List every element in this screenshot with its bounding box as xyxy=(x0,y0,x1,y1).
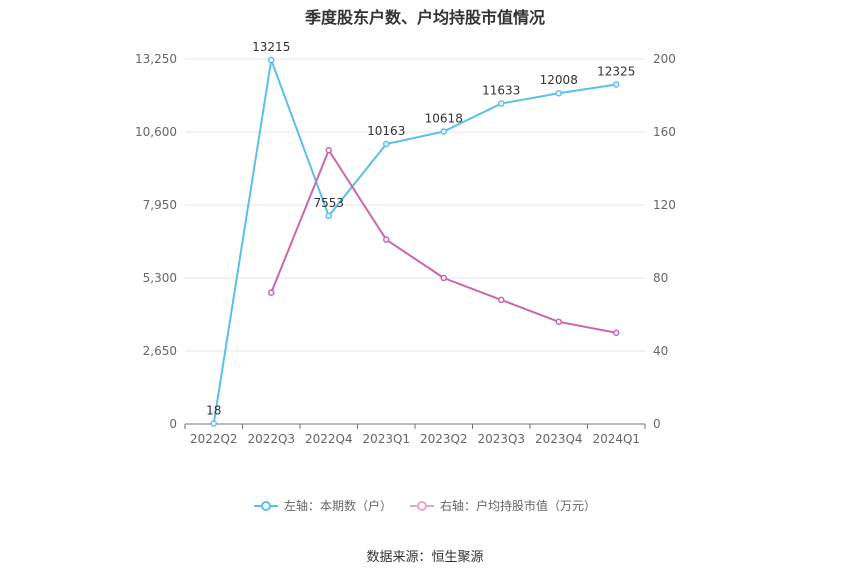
right-tick-label: 160 xyxy=(653,125,676,139)
data-point-right xyxy=(325,147,332,154)
left-tick-label: 5,300 xyxy=(143,271,177,285)
data-point-left xyxy=(210,420,217,427)
x-tick-label: 2022Q2 xyxy=(190,432,238,446)
right-tick-label: 0 xyxy=(653,417,661,431)
data-label: 10163 xyxy=(367,124,405,138)
x-tick-label: 2023Q1 xyxy=(362,432,410,446)
left-tick-label: 10,600 xyxy=(135,125,177,139)
data-label: 11633 xyxy=(482,84,520,98)
data-point-right xyxy=(613,329,620,336)
data-point-left xyxy=(268,56,275,64)
left-tick-label: 7,950 xyxy=(143,198,177,212)
data-point-right xyxy=(498,296,505,304)
data-point-left xyxy=(555,89,562,97)
legend-marker-right-icon xyxy=(410,500,434,511)
data-point-left xyxy=(613,81,620,88)
right-tick-label: 80 xyxy=(653,271,668,285)
legend-marker-left-icon xyxy=(253,500,278,511)
data-point-left xyxy=(383,140,390,148)
data-point-right xyxy=(555,318,562,326)
series-line-right xyxy=(270,148,617,334)
x-tick-label: 2024Q1 xyxy=(592,432,640,446)
data-label: 13215 xyxy=(252,40,290,54)
x-tick-label: 2023Q2 xyxy=(420,432,468,446)
data-point-left xyxy=(498,100,505,107)
x-tick-label: 2022Q3 xyxy=(247,432,295,446)
left-tick-label: 13,250 xyxy=(135,52,177,66)
legend-label-right: 右轴：户均持股市值（万元） xyxy=(440,499,597,513)
x-tick-label: 2023Q4 xyxy=(535,432,583,446)
data-label: 12325 xyxy=(597,64,635,78)
data-point-right xyxy=(440,274,447,282)
right-tick-label: 200 xyxy=(653,52,676,66)
data-label: 7553 xyxy=(313,196,344,210)
data-point-right xyxy=(268,289,275,296)
data-source: 数据来源：恒生聚源 xyxy=(366,550,484,565)
right-tick-label: 120 xyxy=(653,198,676,212)
data-label: 10618 xyxy=(425,112,463,126)
right-tick-label: 40 xyxy=(653,344,668,358)
legend-item-right[interactable]: 右轴：户均持股市值（万元） xyxy=(410,497,596,514)
legend-item-left[interactable]: 左轴：本期数（户） xyxy=(253,497,392,514)
left-tick-label: 2,650 xyxy=(143,344,177,358)
data-label: 18 xyxy=(206,404,221,418)
x-tick-label: 2022Q4 xyxy=(305,432,353,446)
series-line-left xyxy=(212,56,617,424)
chart-title: 季度股东户数、户均持股市值情况 xyxy=(304,8,545,27)
legend-label-left: 左轴：本期数（户） xyxy=(283,499,392,513)
left-tick-label: 0 xyxy=(169,417,177,431)
legend: 左轴：本期数（户） 右轴：户均持股市值（万元） xyxy=(0,497,850,514)
data-point-right xyxy=(383,236,390,243)
data-label: 12008 xyxy=(540,73,578,87)
data-point-left xyxy=(440,128,447,135)
x-tick-label: 2023Q3 xyxy=(477,432,525,446)
data-point-left xyxy=(325,212,332,220)
